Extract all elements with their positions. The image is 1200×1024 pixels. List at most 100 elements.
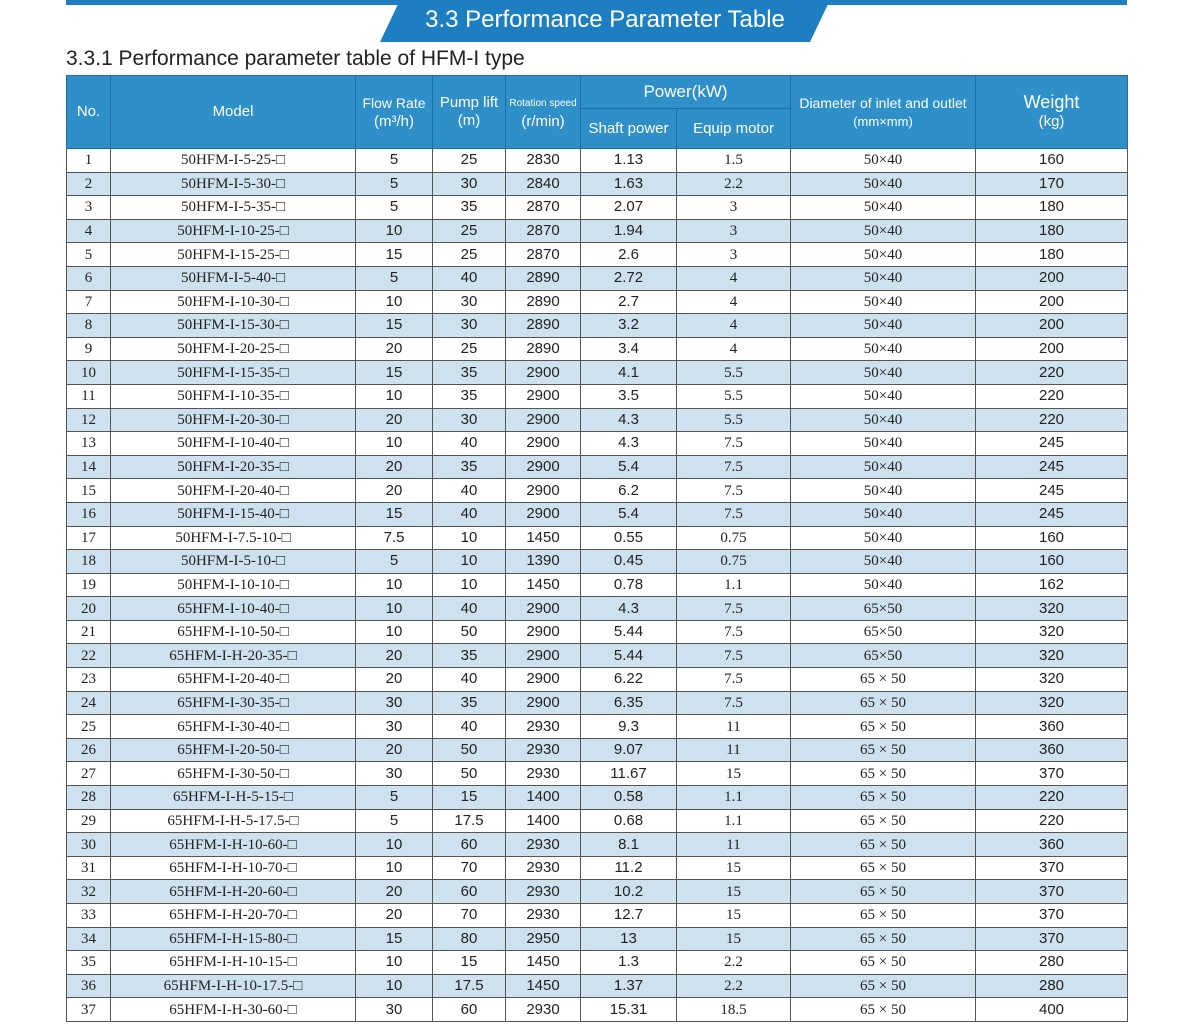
table-cell: 200: [975, 265, 1128, 291]
table-cell: 200: [975, 313, 1128, 338]
header-cell: Weight (kg): [975, 75, 1128, 149]
table-cell: 60: [432, 879, 506, 904]
table-row: 23 65HFM-I-20-40-□ 20 40 2900 6.22 7.5 65 × 50 3…: [66, 667, 1128, 692]
table-cell: 320: [975, 643, 1128, 669]
table-cell: 10: [355, 218, 433, 244]
table-cell: 5: [355, 265, 433, 291]
table-cell: 65 × 50: [790, 855, 976, 881]
header-cell: Power(kW): [580, 75, 791, 109]
table-row: 30 65HFM-I-H-10-60-□ 10 60 2930 8.1 11 65 × 50 3…: [66, 832, 1128, 857]
table-cell: 34: [66, 926, 111, 952]
table-cell: 220: [975, 808, 1128, 834]
table-cell: 6.2: [580, 478, 677, 503]
table-cell: 40: [432, 478, 506, 503]
table-cell: 65HFM-I-H-10-17.5-□: [110, 973, 356, 999]
table-cell: 65 × 50: [790, 973, 976, 999]
table-cell: 10: [355, 619, 433, 645]
table-cell: 1.1: [676, 572, 791, 598]
table-cell: 50HFM-I-15-40-□: [110, 501, 356, 527]
table-cell: 50×40: [790, 383, 976, 409]
table-cell: 65HFM-I-20-50-□: [110, 737, 356, 763]
table-cell: 23: [66, 667, 111, 692]
table-cell: 4: [676, 313, 791, 338]
table-cell: 28: [66, 785, 111, 810]
table-cell: 36: [66, 973, 111, 999]
table-cell: 4: [676, 265, 791, 291]
page-title: 3.3 Performance Parameter Table: [425, 6, 785, 33]
table-cell: 4.3: [580, 407, 677, 433]
table-cell: 245: [975, 431, 1128, 456]
table-cell: 50HFM-I-5-35-□: [110, 195, 356, 220]
table-cell: 35: [432, 690, 506, 716]
table-cell: 65 × 50: [790, 690, 976, 716]
table-cell: 50HFM-I-7.5-10-□: [110, 525, 356, 551]
table-cell: 11: [676, 714, 791, 739]
table-cell: 50×40: [790, 336, 976, 362]
header-text: Diameter of inlet and outlet: [799, 94, 967, 111]
table-cell: 32: [66, 879, 111, 904]
table-cell: 33: [66, 903, 111, 928]
table-row: 26 65HFM-I-20-50-□ 20 50 2930 9.07 11 65 × 50 36…: [66, 737, 1128, 763]
table-cell: 3: [676, 242, 791, 267]
table-cell: 30: [355, 761, 433, 787]
table-cell: 65HFM-I-H-10-15-□: [110, 950, 356, 975]
table-row: 31 65HFM-I-H-10-70-□ 10 70 2930 11.2 15 65 × 50…: [66, 855, 1128, 881]
table-cell: 4.3: [580, 596, 677, 621]
table-cell: 50×40: [790, 218, 976, 244]
table-cell: 50×40: [790, 242, 976, 267]
table-cell: 5.44: [580, 619, 677, 645]
table-cell: 7.5: [676, 596, 791, 621]
table-cell: 4.3: [580, 431, 677, 456]
table-cell: 10: [355, 431, 433, 456]
table-cell: 2930: [505, 879, 581, 904]
table-cell: 15: [676, 926, 791, 952]
table-cell: 65 × 50: [790, 832, 976, 857]
table-cell: 50HFM-I-10-35-□: [110, 383, 356, 409]
table-row: 25 65HFM-I-30-40-□ 30 40 2930 9.3 11 65 × 50 360: [66, 714, 1128, 739]
table-cell: 5.4: [580, 501, 677, 527]
table-cell: 2.2: [676, 973, 791, 999]
table-cell: 2.7: [580, 289, 677, 315]
table-cell: 1450: [505, 950, 581, 975]
table-row: 10 50HFM-I-15-35-□ 15 35 2900 4.1 5.5 50×40 220: [66, 360, 1128, 385]
table-cell: 50×40: [790, 407, 976, 433]
table-cell: 35: [432, 383, 506, 409]
table-cell: 40: [432, 667, 506, 692]
table-cell: 200: [975, 336, 1128, 362]
table-cell: 14: [66, 454, 111, 480]
table-cell: 2930: [505, 832, 581, 857]
table-cell: 50HFM-I-20-30-□: [110, 407, 356, 433]
table-cell: 2900: [505, 619, 581, 645]
table-cell: 26: [66, 737, 111, 763]
table-cell: 2930: [505, 737, 581, 763]
table-cell: 15: [676, 761, 791, 787]
table-cell: 1450: [505, 525, 581, 551]
table-cell: 30: [66, 832, 111, 857]
table-cell: 50: [432, 761, 506, 787]
table-cell: 5.44: [580, 643, 677, 669]
table-cell: 11: [676, 832, 791, 857]
table-cell: 65HFM-I-H-20-35-□: [110, 643, 356, 669]
table-row: 22 65HFM-I-H-20-35-□ 20 35 2900 5.44 7.5 65×50 3…: [66, 643, 1128, 669]
table-cell: 7.5: [676, 643, 791, 669]
table-cell: 2870: [505, 195, 581, 220]
table-cell: 18.5: [676, 997, 791, 1022]
table-cell: 50×40: [790, 454, 976, 480]
table-cell: 15: [676, 879, 791, 904]
table-cell: 2.2: [676, 171, 791, 197]
table-cell: 65HFM-I-30-35-□: [110, 690, 356, 716]
table-cell: 7.5: [676, 454, 791, 480]
table-cell: 2950: [505, 926, 581, 952]
table-cell: 2930: [505, 997, 581, 1022]
table-cell: 3.5: [580, 383, 677, 409]
table-cell: 50×40: [790, 195, 976, 220]
table-row: 29 65HFM-I-H-5-17.5-□ 5 17.5 1400 0.68 1.1 65 ×…: [66, 808, 1128, 834]
table-cell: 0.55: [580, 525, 677, 551]
table-cell: 360: [975, 832, 1128, 857]
table-cell: 9.3: [580, 714, 677, 739]
table-cell: 0.75: [676, 549, 791, 574]
table-cell: 2870: [505, 218, 581, 244]
table-row: 36 65HFM-I-H-10-17.5-□ 10 17.5 1450 1.37 2.2 65…: [66, 973, 1128, 999]
table-cell: 2.07: [580, 195, 677, 220]
table-cell: 10: [355, 289, 433, 315]
